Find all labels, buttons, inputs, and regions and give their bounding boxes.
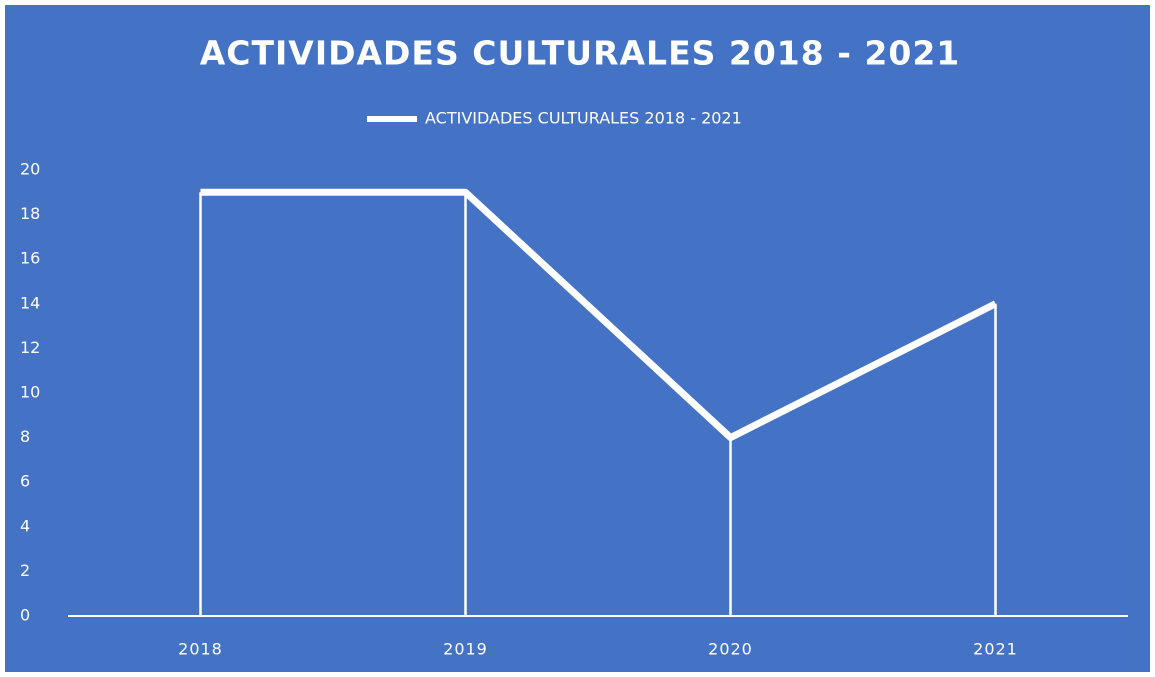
x-tick-label: 2021	[973, 640, 1018, 659]
x-tick-label: 2018	[178, 640, 223, 659]
y-tick-label: 20	[20, 160, 40, 179]
y-tick-label: 16	[20, 249, 40, 268]
y-tick-label: 4	[20, 516, 30, 535]
y-tick-label: 14	[20, 293, 40, 312]
y-tick-label: 6	[20, 472, 30, 491]
x-tick-label: 2020	[708, 640, 753, 659]
y-tick-label: 2	[20, 561, 30, 580]
chart-title: ACTIVIDADES CULTURALES 2018 - 2021	[200, 34, 961, 73]
chart-background	[5, 5, 1150, 672]
y-tick-label: 18	[20, 204, 40, 223]
series-line	[200, 188, 998, 442]
y-tick-label: 8	[20, 427, 30, 446]
y-tick-label: 12	[20, 338, 40, 357]
legend-label: ACTIVIDADES CULTURALES 2018 - 2021	[425, 109, 742, 128]
x-tick-label: 2019	[443, 640, 488, 659]
y-tick-label: 0	[20, 606, 30, 625]
y-tick-label: 10	[20, 383, 40, 402]
